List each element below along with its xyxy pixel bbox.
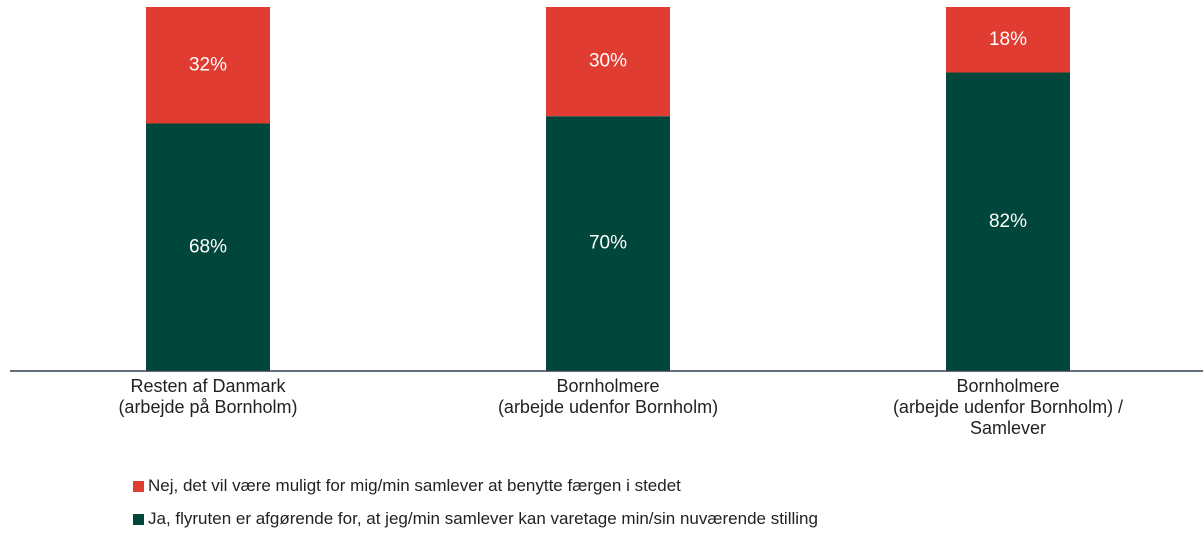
data-label: 70% (589, 233, 627, 254)
data-label: 68% (189, 236, 227, 257)
x-tick-label: Resten af Danmark (arbejde på Bornholm) (118, 376, 298, 417)
x-tick-label: Bornholmere (arbejde udenfor Bornholm) /… (892, 376, 1124, 438)
data-label: 32% (189, 54, 227, 75)
bar-segment (946, 7, 1070, 73)
bar-segment (946, 72, 1070, 372)
bar-segment (146, 123, 270, 371)
x-tick-label: Bornholmere (arbejde udenfor Bornholm) (497, 376, 719, 417)
legend-label: Ja, flyruten er afgørende for, at jeg/mi… (148, 509, 818, 528)
bar-segment (546, 116, 670, 371)
legend-label: Nej, det vil være muligt for mig/min sam… (148, 476, 681, 495)
legend-item: Nej, det vil være muligt for mig/min sam… (133, 476, 681, 496)
data-label: 30% (589, 51, 627, 72)
legend-item: Ja, flyruten er afgørende for, at jeg/mi… (133, 509, 818, 529)
legend-swatch (133, 513, 144, 525)
legend-swatch (133, 480, 144, 492)
bar-segment (546, 7, 670, 117)
data-label: 18% (989, 29, 1027, 50)
data-label: 82% (989, 211, 1027, 232)
bar-segment (146, 7, 270, 124)
